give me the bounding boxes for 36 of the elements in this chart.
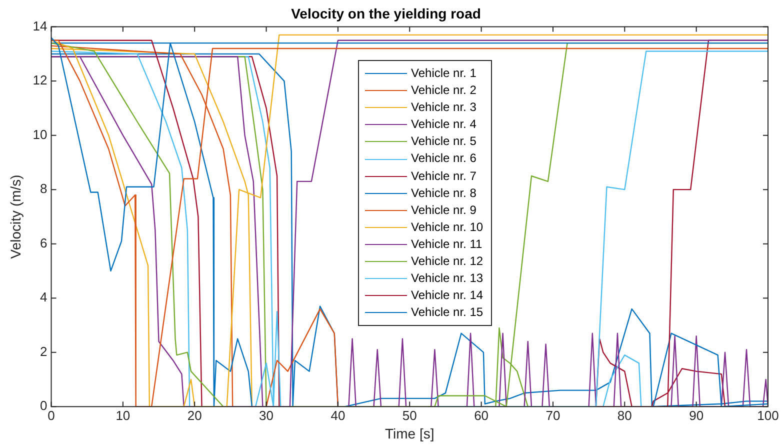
y-tick-label: 8 xyxy=(40,181,48,196)
x-tick-label: 90 xyxy=(689,408,704,423)
x-tick-label: 70 xyxy=(546,408,560,423)
legend-label: Vehicle nr. 12 xyxy=(411,253,484,270)
chart-title: Velocity on the yielding road xyxy=(291,5,481,22)
legend-label: Vehicle nr. 15 xyxy=(411,304,484,322)
y-tick-label: 2 xyxy=(40,344,48,359)
x-tick-label: 80 xyxy=(617,408,632,423)
y-tick-label: 14 xyxy=(32,18,48,34)
x-tick-label: 40 xyxy=(330,408,346,423)
x-tick-label: 30 xyxy=(259,408,274,423)
legend-label: Vehicle nr. 1 xyxy=(411,65,476,82)
x-tick-label: 60 xyxy=(474,408,489,423)
y-axis-title: Velocity (m/s) xyxy=(7,174,24,259)
x-tick-label: 20 xyxy=(187,408,202,423)
legend-label: Vehicle nr. 6 xyxy=(411,150,476,168)
y-tick-label: 6 xyxy=(40,235,48,250)
legend-label: Vehicle nr. 10 xyxy=(411,218,484,236)
legend-label: Vehicle nr. 4 xyxy=(411,116,476,134)
legend-label: Vehicle nr. 11 xyxy=(411,236,482,253)
y-tick-label: 12 xyxy=(32,72,48,88)
legend-label: Vehicle nr. 14 xyxy=(411,287,484,304)
y-tick-label: 4 xyxy=(40,290,48,305)
x-tick-label: 50 xyxy=(402,408,417,423)
x-axis-title: Time [s] xyxy=(384,425,434,442)
legend-label: Vehicle nr. 7 xyxy=(411,168,476,185)
legend-label: Vehicle nr. 8 xyxy=(411,184,476,202)
legend-label: Vehicle nr. 5 xyxy=(411,133,476,150)
y-tick-label: 10 xyxy=(32,126,48,142)
y-tick-label: 0 xyxy=(40,398,48,414)
legend-label: Vehicle nr. 9 xyxy=(411,202,476,219)
x-tick-label: 10 xyxy=(116,408,130,423)
x-tick-label: 100 xyxy=(757,408,779,423)
legend-label: Vehicle nr. 2 xyxy=(411,82,476,100)
legend-label: Vehicle nr. 13 xyxy=(411,270,484,288)
legend-label: Vehicle nr. 3 xyxy=(411,99,476,116)
